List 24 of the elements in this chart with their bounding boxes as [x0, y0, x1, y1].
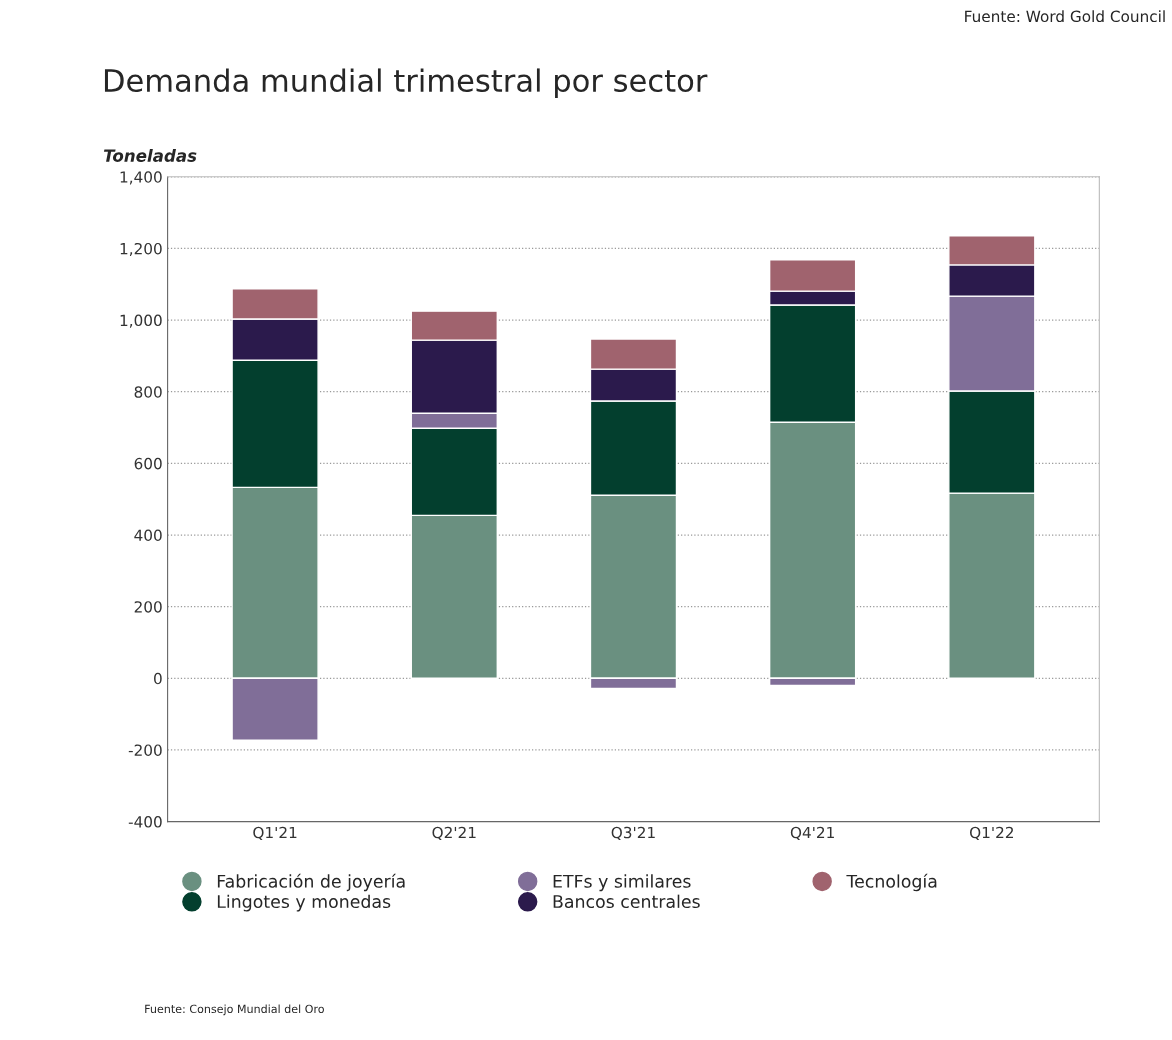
- y-tick-label: -400: [128, 816, 162, 828]
- x-tick-label: Q2'21: [432, 826, 476, 841]
- y-tick-label: 800: [134, 386, 162, 398]
- legend-label: Tecnología: [846, 873, 937, 892]
- x-tick-label: Q1'22: [969, 826, 1013, 841]
- y-tick-label: -200: [128, 744, 162, 756]
- y-tick-label: 200: [134, 601, 162, 613]
- legend-label: Bancos centrales: [553, 894, 700, 909]
- y-tick-label: 1,400: [120, 171, 162, 185]
- source-note: Fuente: Consejo Mundial del Oro: [145, 1004, 324, 1016]
- y-axis-title: Toneladas: [103, 148, 197, 162]
- legend-label: Fabricación de joyería: [217, 873, 405, 892]
- legend-label: ETFs y similares: [553, 874, 691, 892]
- x-tick-label: Q4'21: [790, 826, 834, 841]
- y-tick-label: 600: [134, 457, 162, 470]
- y-tick-label: 400: [134, 529, 162, 542]
- x-tick-label: Q1'21: [253, 826, 297, 841]
- chart-title: Demanda mundial trimestral por sector: [104, 68, 708, 98]
- y-tick-label: 1,200: [120, 242, 162, 257]
- legend-label: Lingotes y monedas: [217, 894, 391, 912]
- y-tick-label: 0: [154, 672, 162, 685]
- x-tick-label: Q3'21: [611, 826, 655, 841]
- y-tick-label: 1,000: [120, 314, 162, 328]
- source-note: Fuente: Word Gold Council: [965, 10, 1165, 23]
